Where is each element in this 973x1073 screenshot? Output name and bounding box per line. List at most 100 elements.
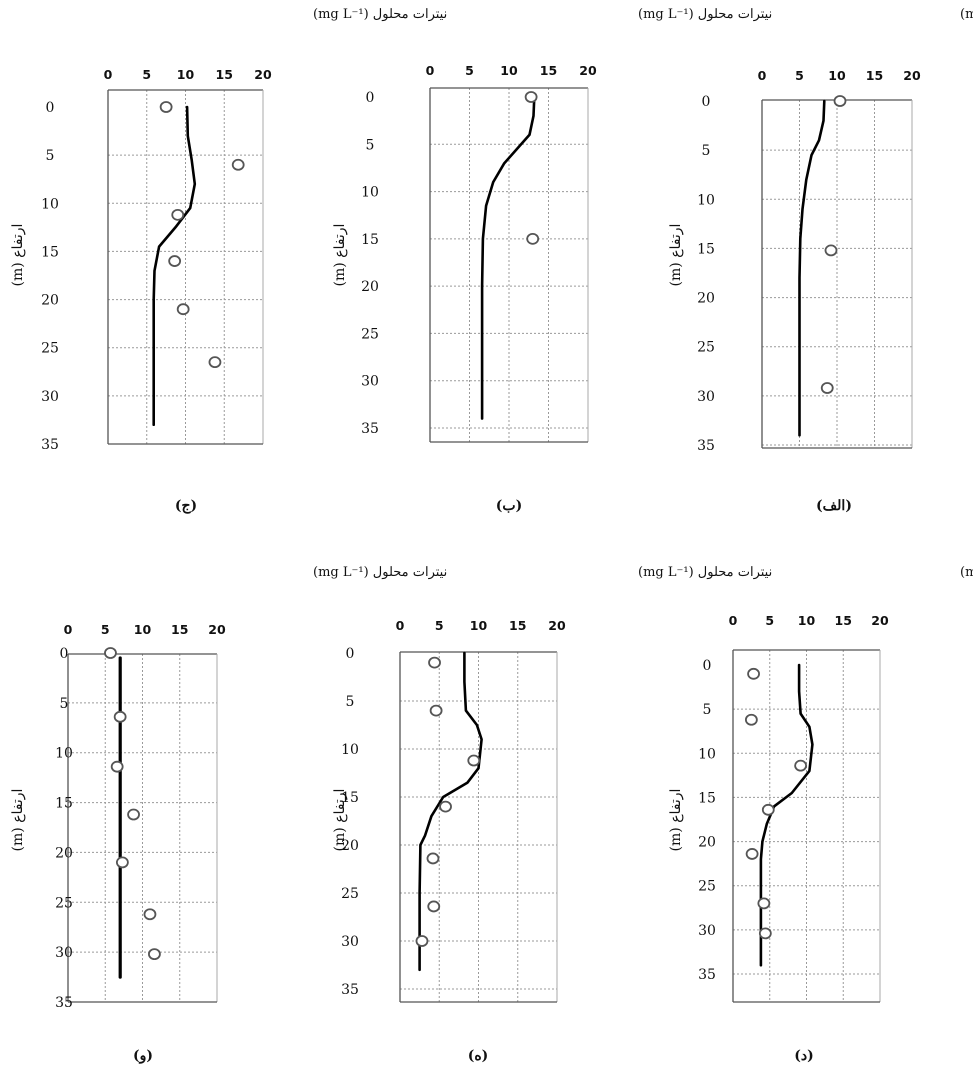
x-axis-title-unit: (mg L⁻¹) xyxy=(960,565,973,580)
x-tick-label: 10 xyxy=(470,618,488,633)
data-point xyxy=(231,158,245,171)
x-tick-label: 5 xyxy=(795,68,804,83)
x-axis-title: نیترات محلول (mg L⁻¹) xyxy=(638,565,772,580)
y-tick-label: 35 xyxy=(361,421,379,437)
panel-label: (ج) xyxy=(175,498,197,514)
panel-5: نیترات محلول (mg L⁻¹) 0 5 10 15 20 0 5 10 15 20 25 3… xyxy=(332,565,772,1064)
x-axis-title-text: نیترات محلول xyxy=(369,7,448,22)
panel-label: (و) xyxy=(133,1048,153,1064)
x-axis-title: نیترات محلول (mg L⁻¹) xyxy=(313,7,447,22)
y-axis-label: ارتفاع (m) xyxy=(332,789,348,852)
y-tick-label: 5 xyxy=(346,694,355,710)
y-tick-label: 35 xyxy=(55,995,73,1011)
x-axis-title: نیترات محلول (mg L⁻¹) xyxy=(313,565,447,580)
data-point xyxy=(820,382,834,394)
y-tick-label: 35 xyxy=(341,982,359,998)
y-tick-label: 30 xyxy=(55,945,73,961)
x-axis-title-unit: (mg L⁻¹) xyxy=(638,565,694,580)
x-tick-label: 15 xyxy=(509,618,526,633)
panel-6: نیترات محلول (mg L⁻¹) 0 5 10 15 20 0 5 10 15 20 25 3… xyxy=(10,565,447,1064)
y-tick-label: 15 xyxy=(55,796,73,812)
y-tick-label: 30 xyxy=(697,389,715,405)
y-tick-label: 30 xyxy=(41,389,59,405)
data-point xyxy=(429,704,443,717)
y-axis-label: ارتفاع (m) xyxy=(10,789,26,852)
data-point xyxy=(148,948,161,961)
data-point xyxy=(115,856,129,869)
panel-4: نیترات محلول (mg L⁻¹) 0 5 10 15 20 0 5 10 15 20 25 3… xyxy=(668,565,973,1064)
profile-line xyxy=(798,99,826,437)
x-tick-label: 5 xyxy=(101,622,110,637)
y-tick-label: 5 xyxy=(366,137,375,153)
x-axis-title-unit: (mg L⁻¹) xyxy=(313,7,369,22)
data-point xyxy=(744,713,758,726)
y-tick-label: 25 xyxy=(361,326,379,342)
data-point xyxy=(426,852,440,865)
y-tick-label: 15 xyxy=(361,232,379,248)
data-point xyxy=(208,356,222,369)
data-point xyxy=(758,927,772,940)
y-tick-label: 30 xyxy=(698,923,716,939)
y-tick-label: 15 xyxy=(697,241,715,257)
y-tick-label: 35 xyxy=(697,438,715,454)
panel-3: نیترات محلول (mg L⁻¹) 0 5 10 15 20 0 5 10 15 20 25 3… xyxy=(10,7,447,514)
profile-line xyxy=(418,651,483,972)
y-tick-label: 0 xyxy=(346,646,355,662)
x-tick-label: 5 xyxy=(765,613,774,628)
y-tick-label: 30 xyxy=(361,374,379,390)
x-tick-label: 20 xyxy=(871,613,889,628)
y-tick-label: 20 xyxy=(697,291,715,307)
x-axis-title-text: نیترات محلول xyxy=(694,7,773,22)
x-tick-label: 20 xyxy=(903,68,921,83)
x-tick-label: 15 xyxy=(171,622,188,637)
x-axis-title-unit: (mg L⁻¹) xyxy=(313,565,369,580)
panel-2: نیترات محلول (mg L⁻¹) 0 5 10 15 20 0 5 10 15 20 25 3… xyxy=(332,7,772,514)
profile-line xyxy=(152,105,197,427)
y-tick-label: 10 xyxy=(698,746,716,762)
x-tick-label: 10 xyxy=(500,63,518,78)
y-tick-label: 0 xyxy=(366,90,375,106)
y-tick-label: 0 xyxy=(60,646,69,662)
x-axis-title: نیترات محلول (mg L⁻¹) xyxy=(638,7,772,22)
x-tick-label: 5 xyxy=(435,618,444,633)
data-point xyxy=(794,759,808,772)
x-tick-label: 10 xyxy=(134,622,152,637)
y-tick-label: 5 xyxy=(46,148,55,164)
panel-label: (الف) xyxy=(816,498,852,514)
y-axis-label: ارتفاع (m) xyxy=(668,789,684,852)
panel-label: (ه) xyxy=(468,1048,489,1064)
y-tick-label: 35 xyxy=(41,437,59,453)
x-tick-label: 20 xyxy=(254,67,272,82)
x-axis-title: نیترات محلول (mg L⁻¹) xyxy=(960,565,973,580)
data-point xyxy=(747,667,760,680)
y-tick-label: 25 xyxy=(41,341,59,357)
x-tick-label: 15 xyxy=(216,67,233,82)
panel-label: (ب) xyxy=(496,498,522,514)
y-tick-label: 25 xyxy=(341,886,359,902)
x-tick-label: 10 xyxy=(177,67,195,82)
y-axis-label: ارتفاع (m) xyxy=(332,224,348,287)
data-point xyxy=(171,208,185,221)
x-tick-label: 0 xyxy=(758,68,767,83)
data-point xyxy=(467,754,481,767)
y-tick-label: 20 xyxy=(55,845,73,861)
y-tick-label: 0 xyxy=(46,100,55,116)
x-tick-label: 0 xyxy=(426,63,435,78)
data-point xyxy=(159,101,173,113)
data-point xyxy=(757,897,771,910)
panel-1: نیترات محلول (mg L⁻¹) 0 5 10 15 20 0 5 10 15 20 25 3… xyxy=(668,7,973,514)
x-tick-label: 10 xyxy=(828,68,846,83)
y-tick-label: 0 xyxy=(702,94,711,110)
data-point xyxy=(143,908,157,921)
y-axis-label: ارتفاع (m) xyxy=(668,224,684,287)
y-tick-label: 10 xyxy=(361,185,379,201)
x-tick-label: 15 xyxy=(835,613,852,628)
data-point xyxy=(176,303,190,316)
data-point xyxy=(526,232,540,245)
x-axis-title-unit: (mg L⁻¹) xyxy=(638,7,694,22)
y-axis-label: ارتفاع (m) xyxy=(10,224,26,287)
data-point xyxy=(428,656,441,669)
y-tick-label: 25 xyxy=(698,879,716,895)
x-tick-label: 10 xyxy=(798,613,816,628)
